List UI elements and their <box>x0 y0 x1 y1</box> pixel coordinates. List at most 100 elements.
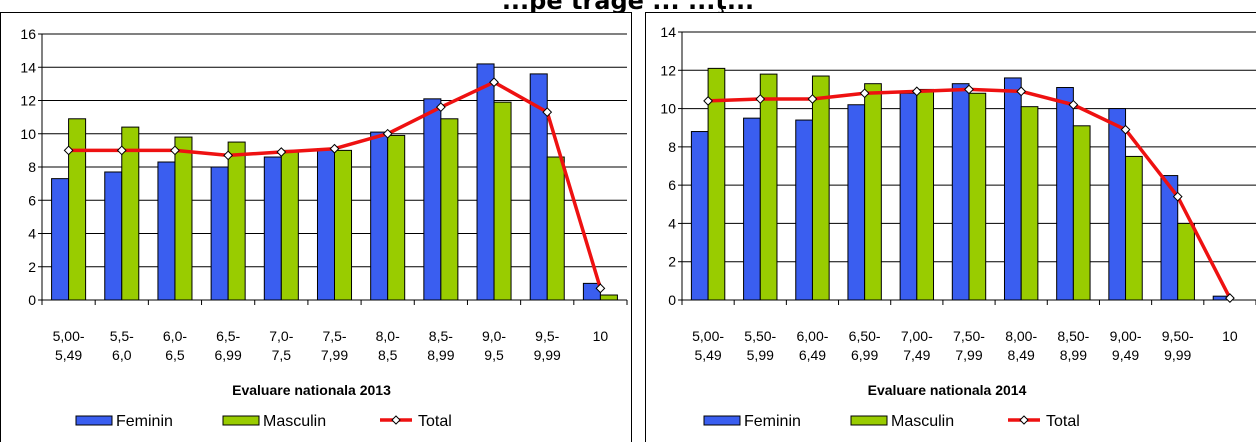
y-tick-label: 10 <box>20 126 36 142</box>
total-marker <box>1016 86 1027 97</box>
total-marker <box>435 102 446 113</box>
category-label: 10 <box>593 328 609 344</box>
category-label: 8,99 <box>427 347 454 363</box>
y-tick-label: 2 <box>28 259 36 275</box>
chart-2013: 0 2 4 6 8 10 12 14 16 5,00- 5,49 5,5- 6,0 6,0- 6,5 6,5-… <box>20 26 628 430</box>
y-tick-label: 8 <box>28 159 36 175</box>
total-marker <box>1172 191 1183 202</box>
y-tick-label: 0 <box>28 292 36 308</box>
category-label: 5,99 <box>747 347 774 363</box>
category-label: 10 <box>1222 328 1238 344</box>
legend-label: Masculin <box>891 413 954 430</box>
total-marker <box>63 145 74 156</box>
category-label: 9,50- <box>1162 328 1194 344</box>
legend-label: Total <box>418 413 452 430</box>
legend-swatch-masculin <box>222 415 260 426</box>
y-tick-label: 4 <box>668 215 676 231</box>
category-label: 6,99 <box>851 347 878 363</box>
bar-feminin <box>743 117 761 301</box>
bar-feminin <box>795 119 813 301</box>
y-tick-label: 6 <box>668 177 676 193</box>
legend-label: Total <box>1046 413 1080 430</box>
total-marker <box>542 107 553 118</box>
total-marker <box>116 145 127 156</box>
bar-masculin <box>916 88 935 301</box>
y-tick-label: 6 <box>28 192 36 208</box>
total-marker <box>1068 99 1079 110</box>
bar-masculin <box>599 294 618 301</box>
bar-feminin <box>263 156 282 301</box>
bar-feminin <box>476 63 495 301</box>
bar-feminin <box>316 148 335 301</box>
total-marker <box>170 145 180 156</box>
total-marker <box>1120 124 1131 135</box>
chart-panel-2014: 0 2 4 6 8 10 12 14 5,00- 5,49 5,50- 5,99 6,00- 6,49 6,… <box>645 12 1256 442</box>
bar-feminin <box>370 131 389 301</box>
bar-masculin <box>280 149 299 301</box>
x-axis-title: Evaluare nationala 2013 <box>232 382 391 398</box>
y-tick-label: 4 <box>28 226 36 242</box>
legend-label: Masculin <box>263 413 326 430</box>
x-axis-title: Evaluare nationala 2014 <box>868 382 1027 398</box>
bar-feminin <box>51 178 70 301</box>
legend-label: Feminin <box>744 413 801 430</box>
category-label: 5,5- <box>110 328 134 344</box>
category-label: 5,00- <box>53 328 85 344</box>
bar-masculin <box>1177 222 1195 301</box>
total-marker <box>703 96 713 106</box>
category-label: 6,5- <box>216 328 240 344</box>
bar-masculin <box>707 67 726 301</box>
category-label: 8,5- <box>429 328 453 344</box>
category-label: 8,49 <box>1008 347 1035 363</box>
bar-feminin <box>210 166 229 301</box>
bar-masculin <box>121 126 140 301</box>
category-label: 5,50- <box>744 328 776 344</box>
category-label: 9,49 <box>1112 347 1139 363</box>
bar-masculin <box>387 134 406 301</box>
total-marker <box>382 128 393 139</box>
total-marker <box>595 283 606 294</box>
total-marker <box>911 86 922 97</box>
y-tick-label: 14 <box>660 24 676 40</box>
category-label: 9,5 <box>484 347 504 363</box>
chart-2014: 0 2 4 6 8 10 12 14 5,00- 5,49 5,50- 5,99 6,00- 6,49 6,… <box>660 24 1256 430</box>
total-marker <box>489 77 499 88</box>
total-marker <box>755 94 766 104</box>
category-label: 9,5- <box>535 328 559 344</box>
category-label: 7,00- <box>901 328 933 344</box>
bar-feminin <box>690 131 709 301</box>
category-label: 9,99 <box>1164 347 1191 363</box>
y-tick-label: 16 <box>20 26 36 42</box>
y-tick-label: 8 <box>668 139 676 155</box>
legend-marker <box>391 415 401 425</box>
total-marker <box>1225 293 1235 303</box>
legend-swatch-feminin <box>703 415 741 426</box>
y-tick-label: 10 <box>660 101 676 117</box>
bar-masculin <box>968 92 987 301</box>
bar-masculin <box>546 156 565 301</box>
category-label: 6,0 <box>112 347 132 363</box>
total-marker <box>807 94 818 104</box>
category-label: 7,0- <box>269 328 293 344</box>
bar-feminin <box>157 161 176 301</box>
bar-feminin <box>423 98 442 301</box>
category-label: 9,0- <box>482 328 506 344</box>
bar-masculin <box>227 141 246 301</box>
bar-feminin <box>1056 87 1074 301</box>
bar-feminin <box>1108 108 1127 301</box>
category-label: 6,99 <box>215 347 242 363</box>
bar-masculin <box>1020 106 1039 301</box>
bar-feminin <box>847 104 866 301</box>
category-label: 8,00- <box>1005 328 1037 344</box>
total-marker <box>329 143 340 154</box>
category-label: 6,5 <box>165 347 185 363</box>
chart-panel-2013: 0 2 4 6 8 10 12 14 16 5,00- 5,49 5,5- 6,0 6,0- 6,5 6,5-… <box>0 12 632 442</box>
bar-masculin <box>440 118 459 301</box>
y-tick-label: 12 <box>20 93 36 109</box>
legend-swatch-feminin <box>75 415 113 426</box>
category-label: 7,50- <box>953 328 985 344</box>
legend-marker <box>1019 415 1029 425</box>
bar-masculin <box>334 149 353 301</box>
category-label: 7,99 <box>321 347 348 363</box>
category-label: 7,5 <box>272 347 292 363</box>
